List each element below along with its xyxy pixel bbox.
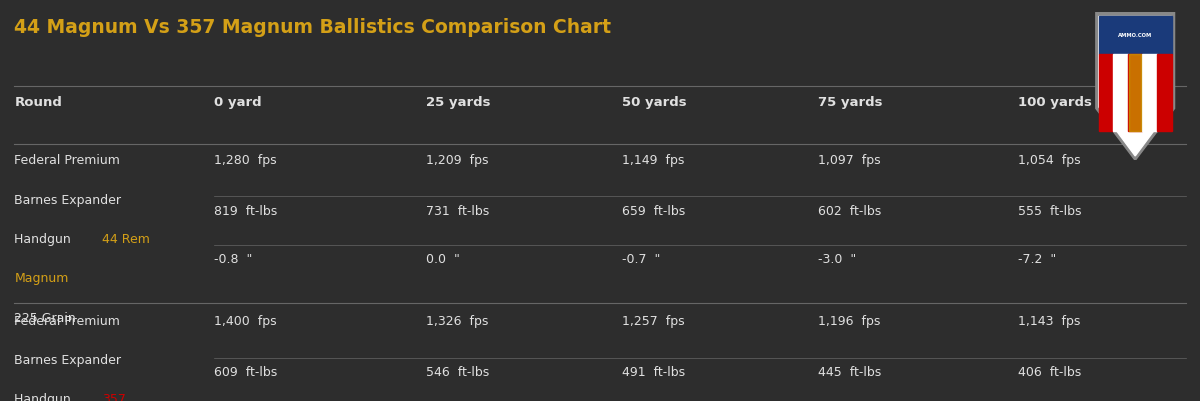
Text: 1,097  fps: 1,097 fps bbox=[818, 154, 881, 167]
Polygon shape bbox=[1142, 54, 1157, 131]
Text: 609  ft-lbs: 609 ft-lbs bbox=[214, 366, 277, 379]
Text: 1,257  fps: 1,257 fps bbox=[622, 315, 684, 328]
Text: 555  ft-lbs: 555 ft-lbs bbox=[1018, 205, 1081, 217]
Text: 1,143  fps: 1,143 fps bbox=[1018, 315, 1080, 328]
Text: 100 yards: 100 yards bbox=[1018, 96, 1092, 109]
Text: 1,400  fps: 1,400 fps bbox=[214, 315, 276, 328]
Text: 1,054  fps: 1,054 fps bbox=[1018, 154, 1080, 167]
Polygon shape bbox=[1128, 54, 1142, 131]
Polygon shape bbox=[1099, 16, 1171, 156]
Text: -0.7  ": -0.7 " bbox=[622, 253, 660, 266]
Text: 1,196  fps: 1,196 fps bbox=[818, 315, 881, 328]
Text: 1,149  fps: 1,149 fps bbox=[622, 154, 684, 167]
Text: Handgun: Handgun bbox=[14, 233, 76, 246]
Text: Magnum: Magnum bbox=[14, 272, 68, 285]
Text: Barnes Expander: Barnes Expander bbox=[14, 194, 121, 207]
Text: 225 Grain: 225 Grain bbox=[14, 312, 76, 324]
Text: Federal Premium: Federal Premium bbox=[14, 315, 120, 328]
Polygon shape bbox=[1129, 54, 1141, 131]
Text: 44 Rem: 44 Rem bbox=[102, 233, 150, 246]
Polygon shape bbox=[1099, 54, 1114, 131]
Text: -0.8  ": -0.8 " bbox=[214, 253, 252, 266]
Text: 546  ft-lbs: 546 ft-lbs bbox=[426, 366, 490, 379]
Text: 44 Magnum Vs 357 Magnum Ballistics Comparison Chart: 44 Magnum Vs 357 Magnum Ballistics Compa… bbox=[14, 18, 612, 37]
Text: 491  ft-lbs: 491 ft-lbs bbox=[622, 366, 685, 379]
Text: Round: Round bbox=[14, 96, 62, 109]
Text: 0 yard: 0 yard bbox=[214, 96, 262, 109]
Text: Federal Premium: Federal Premium bbox=[14, 154, 120, 167]
Text: ★: ★ bbox=[1132, 140, 1139, 149]
Text: 406  ft-lbs: 406 ft-lbs bbox=[1018, 366, 1081, 379]
Text: 1,326  fps: 1,326 fps bbox=[426, 315, 488, 328]
Text: 1,209  fps: 1,209 fps bbox=[426, 154, 488, 167]
Text: 819  ft-lbs: 819 ft-lbs bbox=[214, 205, 277, 217]
Text: -7.2  ": -7.2 " bbox=[1018, 253, 1056, 266]
Text: 602  ft-lbs: 602 ft-lbs bbox=[818, 205, 882, 217]
Polygon shape bbox=[1099, 16, 1171, 54]
Text: 75 yards: 75 yards bbox=[818, 96, 883, 109]
Text: 731  ft-lbs: 731 ft-lbs bbox=[426, 205, 490, 217]
Text: 659  ft-lbs: 659 ft-lbs bbox=[622, 205, 685, 217]
Text: 445  ft-lbs: 445 ft-lbs bbox=[818, 366, 882, 379]
Text: Barnes Expander: Barnes Expander bbox=[14, 354, 121, 367]
Text: 357: 357 bbox=[102, 393, 126, 401]
Text: AMMO.COM: AMMO.COM bbox=[1118, 32, 1152, 38]
Polygon shape bbox=[1114, 54, 1128, 131]
Text: 25 yards: 25 yards bbox=[426, 96, 491, 109]
Text: -3.0  ": -3.0 " bbox=[818, 253, 857, 266]
Text: 1,280  fps: 1,280 fps bbox=[214, 154, 276, 167]
Text: 50 yards: 50 yards bbox=[622, 96, 686, 109]
Polygon shape bbox=[1096, 12, 1175, 160]
Polygon shape bbox=[1157, 54, 1171, 131]
Text: Handgun: Handgun bbox=[14, 393, 76, 401]
Text: 0.0  ": 0.0 " bbox=[426, 253, 460, 266]
